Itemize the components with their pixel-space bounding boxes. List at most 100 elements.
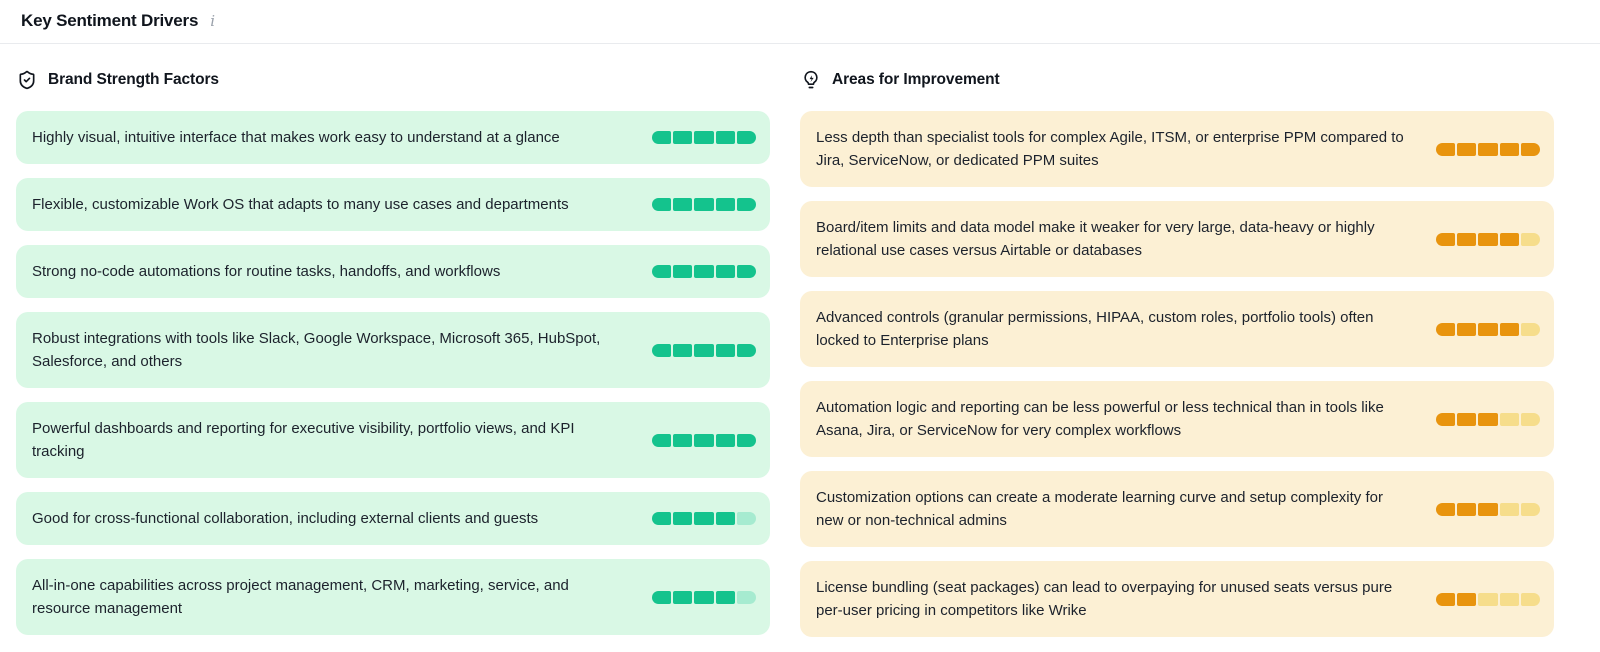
improvements-title: Areas for Improvement (832, 71, 1000, 88)
score-segment-empty (736, 512, 757, 525)
sentiment-score-bar (1436, 322, 1541, 336)
score-segment-filled (715, 265, 735, 278)
score-segment-filled (736, 131, 757, 144)
improvements-column: Areas for Improvement Less depth than sp… (800, 70, 1554, 637)
score-segment-filled (736, 433, 757, 447)
sentiment-score-bar (652, 590, 757, 604)
strength-card: All-in-one capabilities across project m… (16, 559, 770, 635)
score-segment-empty (1520, 232, 1541, 246)
score-segment-filled (1436, 322, 1456, 336)
strength-text: Good for cross-functional collaboration,… (32, 510, 539, 527)
score-segment-empty (1520, 322, 1541, 336)
improvement-text: Less depth than specialist tools for com… (816, 129, 1404, 169)
score-segment-filled (673, 131, 693, 144)
score-segment-filled (1436, 592, 1456, 606)
score-segment-filled (652, 198, 672, 211)
score-segment-filled (1436, 502, 1456, 516)
score-segment-empty (1478, 592, 1498, 606)
score-segment-filled (694, 265, 714, 278)
score-segment-filled (1457, 142, 1477, 156)
score-segment-filled (652, 265, 672, 278)
score-segment-filled (715, 512, 735, 525)
score-segment-filled (715, 433, 735, 447)
improvement-card: Board/item limits and data model make it… (800, 201, 1554, 277)
score-segment-filled (1499, 232, 1519, 246)
score-segment-filled (652, 433, 672, 447)
page-title: Key Sentiment Drivers (21, 11, 199, 30)
score-segment-filled (673, 198, 693, 211)
sentiment-score-bar (1436, 592, 1541, 606)
improvement-text: Advanced controls (granular permissions,… (816, 309, 1374, 349)
score-segment-filled (694, 198, 714, 211)
score-segment-filled (715, 590, 735, 604)
score-segment-filled (673, 265, 693, 278)
sentiment-score-bar (652, 131, 757, 144)
score-segment-filled (673, 343, 693, 357)
strengths-title: Brand Strength Factors (48, 71, 219, 88)
score-segment-filled (673, 433, 693, 447)
improvement-card: Less depth than specialist tools for com… (800, 111, 1554, 187)
score-segment-empty (736, 590, 757, 604)
score-segment-filled (715, 343, 735, 357)
score-segment-empty (1520, 502, 1541, 516)
strength-card: Powerful dashboards and reporting for ex… (16, 402, 770, 478)
sentiment-score-bar (1436, 232, 1541, 246)
score-segment-filled (736, 265, 757, 278)
sentiment-score-bar (1436, 502, 1541, 516)
sentiment-score-bar (652, 343, 757, 357)
improvement-card: Automation logic and reporting can be le… (800, 381, 1554, 457)
strength-text: Strong no-code automations for routine t… (32, 263, 501, 280)
score-segment-filled (1457, 502, 1477, 516)
info-icon[interactable]: i (210, 12, 216, 30)
sentiment-score-bar (1436, 142, 1541, 156)
improvement-card: Customization options can create a moder… (800, 471, 1554, 547)
score-segment-filled (694, 343, 714, 357)
improvement-text: Board/item limits and data model make it… (816, 219, 1375, 259)
score-segment-filled (1457, 412, 1477, 426)
score-segment-filled (652, 512, 672, 525)
score-segment-empty (1499, 502, 1519, 516)
score-segment-filled (1499, 322, 1519, 336)
score-segment-filled (694, 590, 714, 604)
score-segment-filled (1478, 142, 1498, 156)
sentiment-columns: Brand Strength Factors Highly visual, in… (0, 44, 1600, 637)
score-segment-filled (736, 198, 757, 211)
strength-card: Robust integrations with tools like Slac… (16, 312, 770, 388)
strength-text: Highly visual, intuitive interface that … (32, 129, 560, 146)
strength-text: Powerful dashboards and reporting for ex… (32, 420, 575, 460)
score-segment-filled (1478, 502, 1498, 516)
score-segment-empty (1520, 412, 1541, 426)
section-header: Key Sentiment Drivers i (0, 0, 1600, 44)
strengths-column: Brand Strength Factors Highly visual, in… (16, 70, 770, 637)
strength-text: Robust integrations with tools like Slac… (32, 330, 601, 370)
score-segment-filled (652, 343, 672, 357)
shield-check-icon (17, 70, 37, 90)
improvements-list: Less depth than specialist tools for com… (800, 111, 1554, 637)
score-segment-filled (736, 343, 757, 357)
improvement-card: Advanced controls (granular permissions,… (800, 291, 1554, 367)
score-segment-filled (715, 198, 735, 211)
strength-card: Highly visual, intuitive interface that … (16, 111, 770, 164)
score-segment-empty (1499, 412, 1519, 426)
score-segment-filled (1478, 232, 1498, 246)
score-segment-filled (652, 131, 672, 144)
score-segment-filled (1457, 322, 1477, 336)
improvement-text: License bundling (seat packages) can lea… (816, 579, 1393, 619)
strengths-header: Brand Strength Factors (17, 70, 770, 90)
strengths-list: Highly visual, intuitive interface that … (16, 111, 770, 635)
score-segment-filled (1478, 412, 1498, 426)
strength-card: Strong no-code automations for routine t… (16, 245, 770, 298)
sentiment-score-bar (652, 265, 757, 278)
improvements-header: Areas for Improvement (801, 70, 1554, 90)
strength-text: All-in-one capabilities across project m… (32, 577, 569, 617)
strength-card: Flexible, customizable Work OS that adap… (16, 178, 770, 231)
score-segment-filled (673, 590, 693, 604)
score-segment-filled (1478, 322, 1498, 336)
score-segment-filled (1436, 412, 1456, 426)
score-segment-filled (694, 433, 714, 447)
improvement-text: Customization options can create a moder… (816, 489, 1383, 529)
improvement-card: License bundling (seat packages) can lea… (800, 561, 1554, 637)
score-segment-filled (652, 590, 672, 604)
score-segment-filled (673, 512, 693, 525)
score-segment-empty (1520, 592, 1541, 606)
